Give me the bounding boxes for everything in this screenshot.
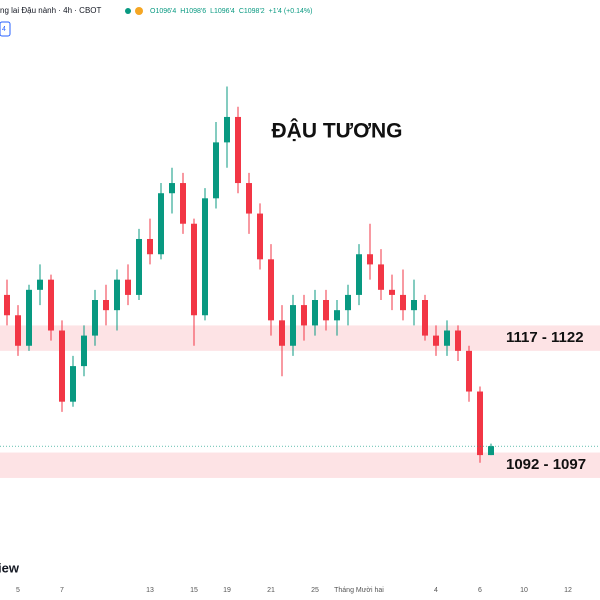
candle-body [466,350,472,392]
candle-body [70,366,76,402]
candle-body [488,446,494,456]
candle-body [422,300,428,336]
candle-body [235,116,241,184]
x-tick-label: 21 [267,587,275,594]
symbol-header: ng lai Đậu nành · 4h · CBOT [0,6,101,15]
candle-body [378,264,384,290]
candle-body [125,279,131,295]
watermark: iew [0,560,20,575]
candle-body [4,294,10,316]
badge: 4 [2,26,6,33]
candle-body [433,335,439,346]
candle-body [169,183,175,194]
candle-body [444,330,450,346]
candle-body [455,330,461,351]
candle-body [301,305,307,326]
candle-body [180,183,186,224]
x-tick-label: 12 [564,587,572,594]
status-dot [125,8,131,14]
zone-label: 1117 - 1122 [506,329,584,346]
candle-body [279,320,285,346]
candle-body [59,330,65,402]
ohlc-value: H1098'6 [180,8,206,15]
candle-body [224,116,230,143]
x-tick-label: 13 [146,587,154,594]
candle-body [400,294,406,311]
status-icon [135,7,143,15]
x-tick-label: 19 [223,587,231,594]
zones: 1117 - 1122 1092 - 1097 [0,325,600,478]
candle-body [103,300,109,311]
candle-body [312,300,318,326]
candle-body [136,238,142,295]
x-tick-label: Tháng Mười hai [334,587,384,594]
ohlc-value: +1'4 (+0.14%) [269,8,313,15]
candle-body [367,254,373,265]
candle-body [37,279,43,290]
candle-body [15,315,21,346]
candle-body [477,391,483,456]
x-tick-label: 7 [60,587,64,594]
candle-body [114,279,120,311]
candle-body [334,310,340,321]
candle-body [290,305,296,346]
badge-box [0,21,11,37]
candle-body [345,294,351,311]
candle-body [323,300,329,321]
ohlc-value: C1098'2 [239,8,265,15]
candles [0,86,600,463]
support-zone [0,452,600,478]
candle-body [246,183,252,214]
candle-body [191,223,197,316]
x-tick-label: 6 [478,587,482,594]
x-tick-label: 15 [190,587,198,594]
candle-body [147,238,153,255]
x-tick-label: 4 [434,587,438,594]
candle-body [268,259,274,321]
candle-body [257,213,263,260]
chart-title: ĐẬU TƯƠNG [272,119,403,143]
candle-body [202,198,208,316]
x-tick-label: 25 [311,587,319,594]
ohlc-legend: O1096'4 H1098'6 L1096'4 C1098'2 +1'4 (+0.14%… [150,8,312,15]
candle-body [81,335,87,367]
candle-body [356,254,362,295]
candle-body [48,279,54,331]
ohlc-value: O1096'4 [150,8,176,15]
x-tick-label: 5 [16,587,20,594]
zone-label: 1092 - 1097 [506,456,586,473]
candle-body [411,300,417,311]
x-axis: 5 7 13 15 19 21 25 Tháng Mười hai 4 6 10 12 [16,587,572,594]
candle-body [389,289,395,295]
candle-body [213,142,219,199]
candle-body [26,289,32,346]
ohlc-value: L1096'4 [210,8,235,15]
x-tick-label: 10 [520,587,528,594]
candle-body [158,193,164,255]
candle-body [92,300,98,336]
support-zone [0,325,600,351]
